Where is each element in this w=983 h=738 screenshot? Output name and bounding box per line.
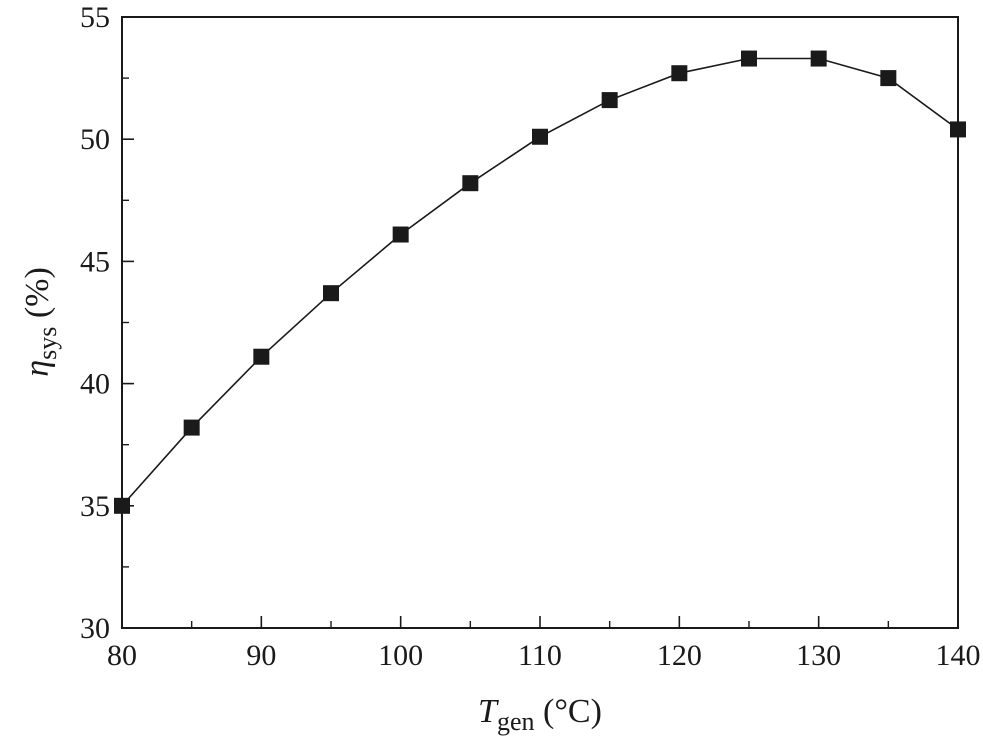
y-tick-label: 50 (80, 123, 110, 156)
data-point-marker (950, 121, 966, 138)
tick-labels: 80 90 100 110 120 130 140 30 35 40 45 50 55 (80, 1, 981, 672)
x-tick-label: 100 (378, 639, 423, 672)
x-tick-label: 110 (518, 639, 562, 672)
y-tick-label: 30 (80, 612, 110, 645)
y-axis-subscript: sys (33, 327, 62, 360)
x-tick-label: 140 (936, 639, 981, 672)
y-axis-title: ηsys (%) (19, 267, 62, 377)
data-point-marker (671, 65, 688, 82)
data-point-marker (532, 128, 548, 145)
y-axis-symbol: η (19, 360, 56, 377)
x-axis-unit: (°C) (535, 693, 602, 730)
x-axis-symbol: T (478, 693, 499, 730)
data-point-marker (253, 348, 270, 365)
data-point-marker (392, 226, 409, 243)
plot-frame (121, 16, 959, 629)
x-tick-label: 90 (246, 639, 276, 672)
y-axis-unit: (%) (19, 267, 56, 326)
data-point-marker (741, 50, 757, 67)
data-point-marker (880, 70, 897, 87)
y-tick-label: 45 (80, 245, 110, 278)
data-point-marker (601, 92, 618, 109)
series-line (121, 57, 959, 507)
axis-ticks (121, 16, 959, 629)
x-axis-title: Tgen (°C) (478, 693, 602, 736)
y-tick-label: 35 (80, 490, 110, 523)
data-point-marker (114, 497, 130, 514)
data-point-marker (183, 419, 200, 436)
data-point-marker (810, 50, 827, 67)
data-point-marker (323, 285, 339, 302)
data-point-marker (462, 175, 479, 192)
y-tick-label: 55 (80, 1, 110, 34)
x-tick-label: 130 (796, 639, 841, 672)
y-tick-label: 40 (80, 368, 110, 401)
x-tick-label: 80 (107, 639, 137, 672)
data-series (114, 50, 966, 514)
x-axis-subscript: gen (497, 707, 535, 736)
x-tick-label: 120 (657, 639, 702, 672)
